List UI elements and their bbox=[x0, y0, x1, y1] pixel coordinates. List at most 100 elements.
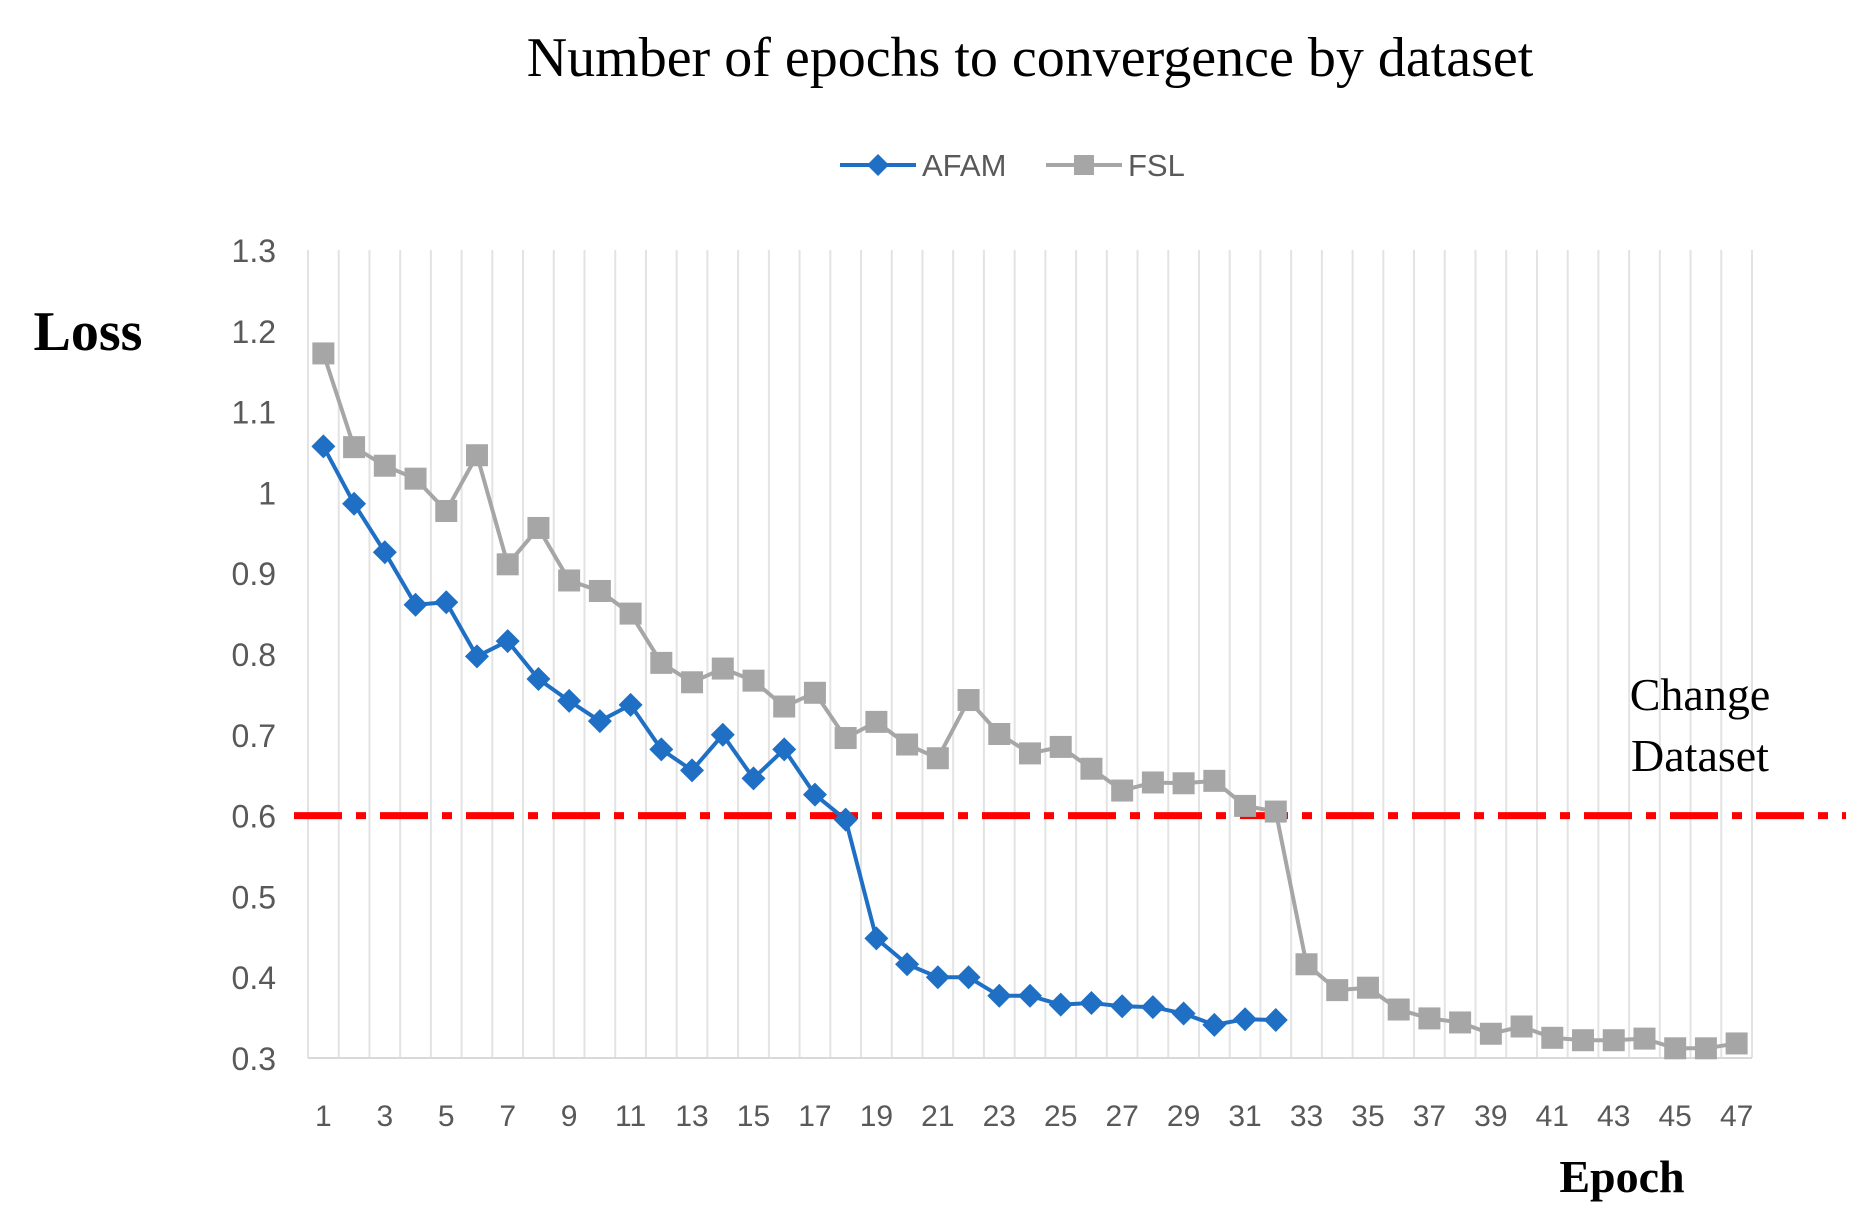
afam-point bbox=[434, 590, 459, 615]
x-tick-label: 5 bbox=[438, 1100, 455, 1133]
y-tick-label: 1.3 bbox=[232, 233, 276, 269]
y-tick-label: 0.6 bbox=[232, 799, 276, 835]
afam-point bbox=[342, 491, 367, 516]
y-tick-label: 0.9 bbox=[232, 556, 276, 592]
fsl-point bbox=[435, 499, 458, 522]
series-layer bbox=[311, 342, 1748, 1060]
fsl-point bbox=[681, 671, 704, 694]
legend-square-icon bbox=[1074, 155, 1094, 175]
fsl-point bbox=[1111, 779, 1134, 802]
afam-point bbox=[464, 644, 489, 669]
x-tick-label: 9 bbox=[561, 1100, 578, 1133]
fsl-point bbox=[527, 516, 550, 539]
y-tick-label: 0.7 bbox=[232, 718, 276, 754]
fsl-point bbox=[1387, 998, 1410, 1021]
afam-point bbox=[895, 952, 920, 977]
fsl-point bbox=[1326, 979, 1349, 1002]
afam-point bbox=[956, 965, 981, 990]
afam-point bbox=[1110, 994, 1135, 1019]
fsl-point bbox=[588, 579, 611, 602]
afam-point bbox=[1202, 1012, 1227, 1037]
legend-item-afam: AFAM bbox=[840, 148, 1006, 183]
y-axis-ticks: 0.3 0.4 0.5 0.6 0.7 0.8 0.9 1 1.1 1.2 1.3 bbox=[232, 233, 276, 1077]
afam-point bbox=[1140, 995, 1165, 1020]
legend-diamond-icon bbox=[867, 154, 889, 176]
afam-point bbox=[557, 688, 582, 713]
x-tick-label: 13 bbox=[675, 1100, 708, 1133]
afam-point bbox=[1171, 1001, 1196, 1026]
afam-point bbox=[987, 983, 1012, 1008]
legend: AFAM FSL bbox=[840, 148, 1185, 183]
y-tick-label: 0.8 bbox=[232, 637, 276, 673]
fsl-point bbox=[1725, 1032, 1748, 1055]
fsl-line bbox=[321, 352, 1737, 1051]
fsl-point bbox=[1479, 1022, 1502, 1045]
afam-point bbox=[526, 667, 551, 692]
x-tick-label: 45 bbox=[1659, 1100, 1692, 1133]
fsl-point bbox=[1572, 1029, 1595, 1052]
fsl-point bbox=[834, 727, 857, 750]
x-tick-label: 47 bbox=[1720, 1100, 1753, 1133]
y-tick-label: 0.4 bbox=[232, 960, 276, 996]
fsl-point bbox=[1264, 800, 1287, 823]
fsl-point bbox=[1694, 1037, 1717, 1060]
y-tick-label: 1 bbox=[258, 475, 276, 511]
x-tick-label: 41 bbox=[1536, 1100, 1569, 1133]
afam-point bbox=[1233, 1007, 1258, 1032]
fsl-point bbox=[373, 454, 396, 477]
x-tick-label: 19 bbox=[860, 1100, 893, 1133]
fsl-point bbox=[1234, 794, 1257, 817]
fsl-point bbox=[1510, 1015, 1533, 1038]
x-tick-label: 43 bbox=[1597, 1100, 1630, 1133]
x-tick-label: 27 bbox=[1105, 1100, 1138, 1133]
fsl-point bbox=[1203, 769, 1226, 792]
fsl-point bbox=[1449, 1011, 1472, 1034]
x-tick-label: 25 bbox=[1044, 1100, 1077, 1133]
fsl-point bbox=[1141, 771, 1164, 794]
fsl-point bbox=[1295, 953, 1318, 976]
x-tick-label: 33 bbox=[1290, 1100, 1323, 1133]
annotation-dataset: Dataset bbox=[1631, 730, 1769, 781]
y-tick-label: 1.2 bbox=[232, 314, 276, 350]
afam-point bbox=[741, 766, 766, 791]
fsl-point bbox=[1664, 1037, 1687, 1060]
x-tick-label: 3 bbox=[376, 1100, 393, 1133]
fsl-point bbox=[1019, 742, 1041, 765]
legend-label: FSL bbox=[1128, 148, 1185, 183]
x-tick-label: 35 bbox=[1351, 1100, 1384, 1133]
x-tick-label: 7 bbox=[499, 1100, 516, 1133]
x-tick-label: 29 bbox=[1167, 1100, 1200, 1133]
afam-point bbox=[649, 737, 674, 762]
afam-point bbox=[1079, 991, 1104, 1016]
fsl-point bbox=[1080, 757, 1103, 780]
chart-title: Number of epochs to convergence by datas… bbox=[527, 27, 1534, 89]
fsl-point bbox=[1418, 1007, 1441, 1030]
afam-point bbox=[495, 629, 520, 654]
legend-label: AFAM bbox=[922, 148, 1006, 183]
x-tick-label: 23 bbox=[983, 1100, 1016, 1133]
x-tick-label: 21 bbox=[921, 1100, 954, 1133]
afam-point bbox=[772, 737, 797, 762]
fsl-point bbox=[865, 710, 888, 733]
fsl-point bbox=[619, 602, 642, 625]
afam-point bbox=[710, 722, 735, 747]
fsl-point bbox=[650, 651, 673, 674]
x-tick-label: 39 bbox=[1474, 1100, 1507, 1133]
fsl-point bbox=[896, 733, 919, 756]
y-tick-label: 1.1 bbox=[232, 395, 276, 431]
x-tick-label: 17 bbox=[798, 1100, 831, 1133]
fsl-point bbox=[803, 681, 826, 704]
fsl-point bbox=[1541, 1026, 1564, 1049]
annotation-change: Change bbox=[1630, 669, 1771, 720]
fsl-point bbox=[711, 657, 734, 680]
fsl-point bbox=[343, 436, 366, 459]
fsl-point bbox=[957, 689, 980, 712]
afam-point bbox=[925, 965, 950, 990]
x-tick-label: 1 bbox=[315, 1100, 332, 1133]
x-tick-label: 31 bbox=[1228, 1100, 1261, 1133]
afam-point bbox=[403, 592, 428, 617]
fsl-point bbox=[773, 695, 796, 718]
fsl-point bbox=[1356, 976, 1379, 999]
afam-point bbox=[1263, 1008, 1288, 1033]
